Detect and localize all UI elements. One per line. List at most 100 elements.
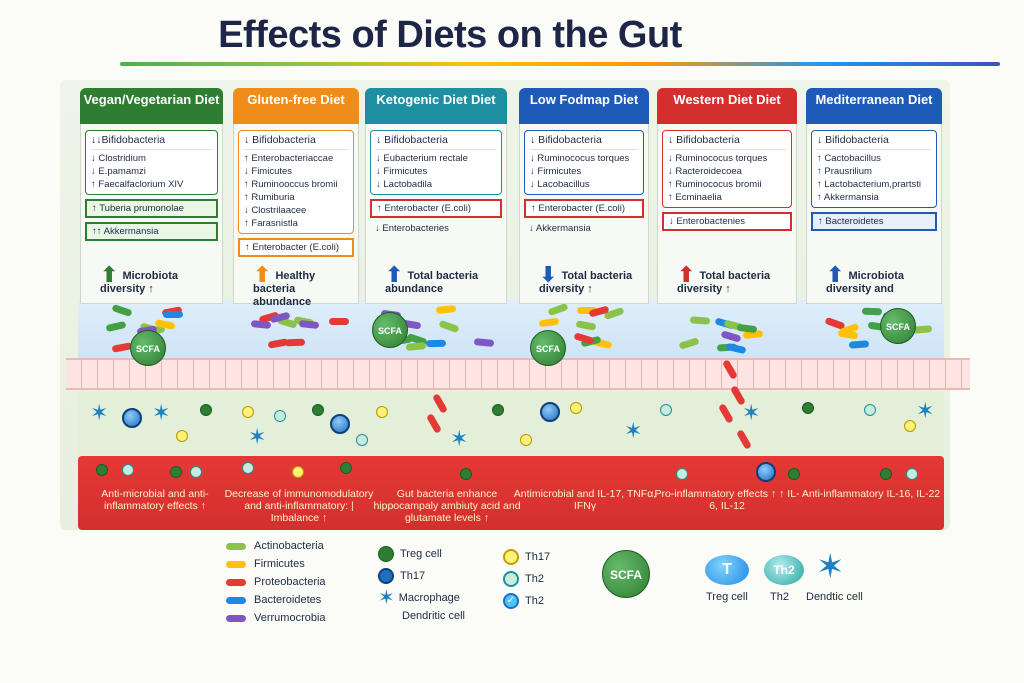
th17-cell-icon (330, 414, 350, 434)
bacterium-icon (163, 311, 184, 319)
legend-label: Th2 (525, 573, 544, 585)
diet-column-body: ↓ Bifidobacteria ↓ Ruminococus torques ↓ R… (657, 124, 797, 304)
legend-item: Actinobacteria (226, 537, 326, 555)
diet-effect-text: Healthy bacteria abundance (253, 270, 316, 308)
blood-effect-text: Decrease of immunomodulatory and anti-in… (224, 488, 374, 524)
legend-item: Bacteroidetes (226, 591, 326, 609)
bacteria-item: ↑ Enterobacteriaccae (244, 153, 334, 164)
th17-cell-icon (756, 462, 776, 482)
diet-column-header: Ketogenic Diet Diet (365, 88, 507, 124)
legend-label: Bacteroidetes (254, 594, 322, 606)
legend-icon-label: Dendtic cell (806, 591, 863, 603)
bacteria-item: ↑ Faecalfaclorium XIV (91, 179, 184, 190)
th17-icon (503, 549, 519, 565)
legend-item: Th2 (503, 570, 550, 588)
bacteria-box-head: ↓ Bifidobacteria (668, 134, 786, 150)
arrow-up-icon: ⬆ (385, 262, 404, 287)
immune-cell-icon (660, 404, 672, 416)
gut-lumen (78, 300, 944, 358)
bacteria-box: ↓ Bifidobacteria ↓ Ruminococus torques ↓ R… (662, 130, 792, 208)
bacteria-swatch-icon (226, 542, 246, 550)
bacteria-item: ↓ Firmicutes (376, 166, 428, 177)
blood-effect-text: Antimicrobial and IL-17, TNFα, IFNγ (513, 488, 657, 512)
bacteria-box: ↓ Bifidobacteria ↓ Eubacterium rectale ↓ F… (370, 130, 502, 195)
th2-icon (503, 571, 519, 587)
bacteria-box: ↓ Bifidobacteria ↑ Enterobacteriaccae ↓ Fi… (238, 130, 354, 234)
diet-effect-text: Total bacteria abundance (385, 270, 479, 295)
legend-th: Th17 Th2 ✓ Th2 (503, 548, 550, 610)
diet-effect: ⬇ Total bacteria diversity ↑ (539, 264, 645, 296)
immune-cell-icon (292, 466, 304, 478)
bacteria-item: ↑ Lactobacterium,prartsti (817, 179, 922, 190)
highlighted-bacteria: ↑ Enterobacter (E.coli) (238, 238, 354, 257)
bacteria-box-head: ↓ Bifidobacteria (530, 134, 638, 150)
bacteria-item: ↓ Fimicutes (244, 166, 293, 177)
diet-column: Ketogenic Diet Diet ↓ Bifidobacteria ↓ Eub… (365, 88, 507, 448)
page-title: Effects of Diets on the Gut (218, 14, 682, 56)
legend-icon-label: Treg cell (706, 591, 748, 603)
highlighted-bacteria: ↑ Bacteroidetes (811, 212, 937, 231)
legend-item: Verrumocrobia (226, 609, 326, 627)
highlighted-bacteria: ↑ Enterobacter (E.coli) (370, 199, 502, 218)
treg-cell-large-icon: T (705, 555, 749, 585)
highlighted-bacteria: ↓ Enterobactenies (662, 212, 792, 231)
legend-label: Dendritic cell (402, 610, 465, 622)
bacteria-box-head: ↓↓Bifidobacteria (91, 134, 212, 150)
bacteria-item: ↑ Cactobacillus (817, 153, 881, 164)
th2-large-icon: Th2 (764, 555, 804, 585)
diet-effect: ⬆ Healthy bacteria abundance (253, 264, 355, 309)
immune-cell-icon (340, 462, 352, 474)
highlighted-bacteria: ↑↑ Akkermansia (85, 222, 218, 241)
diet-column: Gluten-free Diet ↓ Bifidobacteria ↑ Entero… (233, 88, 359, 448)
diet-effect: ⬆ Total bacteria diversity ↑ (677, 264, 793, 296)
highlighted-bacteria: ↑ Tuberia prumonolae (85, 199, 218, 218)
bacteria-box-head: ↓ Bifidobacteria (376, 134, 496, 150)
legend-item: ✶ Macrophage (378, 588, 465, 608)
macrophage-icon: ✶ (152, 400, 171, 425)
arrow-up-icon: ⬆ (100, 262, 119, 287)
legend-item: Proteobacteria (226, 573, 326, 591)
immune-cell-icon (190, 466, 202, 478)
diet-column: Mediterranean Diet ↓ Bifidobacteria ↑ Cact… (806, 88, 942, 448)
legend-item: ✓ Th2 (503, 592, 550, 610)
th17-cell-icon (540, 402, 560, 422)
legend-item: Firmicutes (226, 555, 326, 573)
th17-cell-icon (378, 568, 394, 584)
treg-cell-icon (378, 546, 394, 562)
diet-column-body: ↓ Bifidobacteria ↑ Enterobacteriaccae ↓ Fi… (233, 124, 359, 304)
diet-effect: ⬆ Microbiota diversity ↑ (100, 264, 219, 296)
diet-column: Low Fodmap Diet ↓ Bifidobacteria ↓ Ruminoc… (519, 88, 649, 448)
legend-item: Th17 (503, 548, 550, 566)
blood-effect-text: Pro-inflammatory effects ↑ ↑ IL-6, IL-12 (654, 488, 800, 512)
bacteria-swatch-icon (226, 614, 246, 622)
bacteria-swatch-icon (226, 578, 246, 586)
macrophage-icon: ✶ (742, 400, 761, 425)
legend-item: Treg cell (378, 545, 465, 563)
dendritic-cell-large-icon: ✶ (816, 548, 845, 586)
bacteria-item: ↑ Ruminococus bromii (668, 179, 762, 190)
bacteria-item: ↓ Racteroidecoea (668, 166, 742, 177)
bacteria-box: ↓ Bifidobacteria ↑ Cactobacillus ↑ Prausri… (811, 130, 937, 208)
legend-item: Th17 (378, 567, 465, 585)
arrow-up-icon: ⬆ (826, 262, 845, 287)
immune-cell-icon (96, 464, 108, 476)
legend-label: Proteobacteria (254, 576, 326, 588)
immune-cell-icon (242, 406, 254, 418)
immune-cell-icon (376, 406, 388, 418)
legend-label: Th2 (525, 595, 544, 607)
immune-cell-icon (176, 430, 188, 442)
diet-effect-text: Total bacteria diversity ↑ (677, 270, 771, 295)
bacteria-box-head: ↓ Bifidobacteria (244, 134, 348, 150)
diet-column: Vegan/Vegetarian Diet ↓↓Bifidobacteria ↓ C… (80, 88, 223, 448)
immune-cell-icon (570, 402, 582, 414)
immune-cell-icon (520, 434, 532, 446)
legend-label: Firmicutes (254, 558, 305, 570)
blood-effect-text: Gut bacteria enhance hippocampaly ambiut… (373, 488, 521, 524)
immune-cell-icon (904, 420, 916, 432)
bacteria-item: ↑ Akkermansia (817, 192, 879, 203)
bacteria-box: ↓↓Bifidobacteria ↓ Clostridium ↓ E.pamamzi… (85, 130, 218, 195)
blood-effect-text: Anti-microbial and anti-inflammatory eff… (101, 488, 209, 512)
legend-label: Th17 (525, 551, 551, 563)
immune-cell-icon (312, 404, 324, 416)
bacteria-extra-item: ↓ Enterobacteries (375, 223, 449, 234)
